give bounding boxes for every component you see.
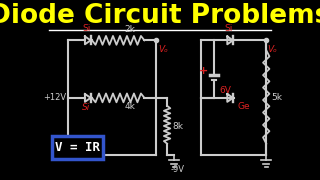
Text: -9V: -9V	[171, 165, 185, 174]
Text: 8k: 8k	[173, 122, 184, 131]
Text: 4k: 4k	[125, 102, 136, 111]
Text: 6V: 6V	[220, 86, 231, 94]
Text: Si: Si	[82, 24, 91, 33]
Text: Si: Si	[225, 24, 233, 33]
Text: Vₒ: Vₒ	[159, 45, 168, 54]
Text: V = IR: V = IR	[55, 141, 100, 154]
Text: Vₒ: Vₒ	[268, 45, 277, 54]
FancyBboxPatch shape	[52, 136, 103, 159]
Text: Diode Circuit Problems: Diode Circuit Problems	[0, 3, 320, 29]
Text: Si: Si	[82, 103, 91, 112]
Text: Ge: Ge	[237, 102, 250, 111]
Text: 2k: 2k	[125, 24, 136, 33]
Text: +12V: +12V	[43, 93, 66, 102]
Text: 5k: 5k	[271, 93, 282, 102]
Text: +: +	[199, 66, 209, 76]
